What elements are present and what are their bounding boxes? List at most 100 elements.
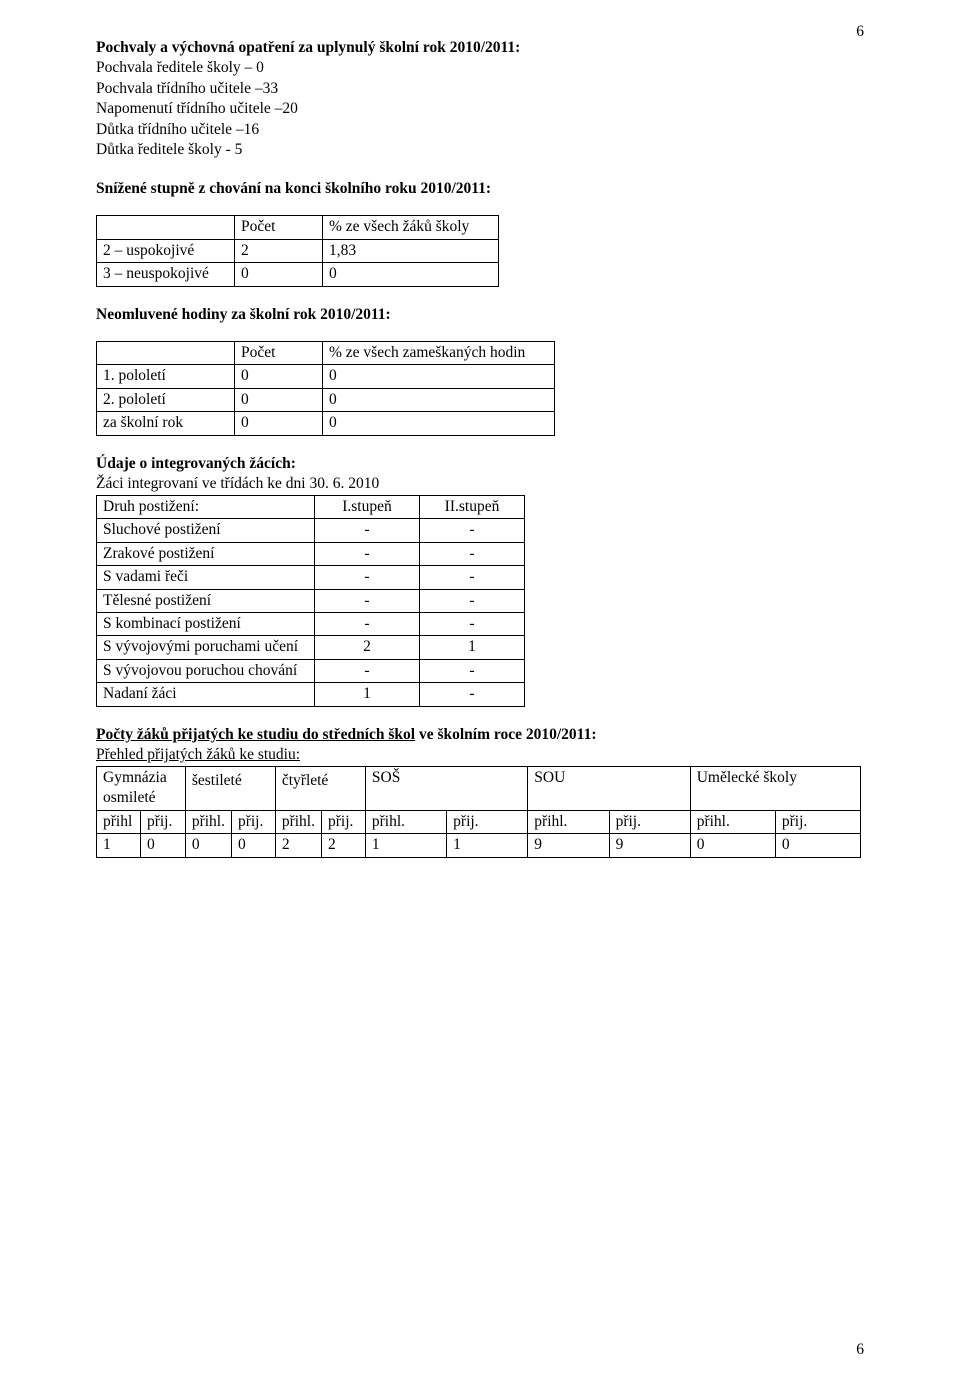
table-row: S kombinací postižení--	[97, 612, 525, 635]
cell: přihl.	[185, 810, 231, 833]
cell: 0	[235, 388, 323, 411]
table-row: Tělesné postižení--	[97, 589, 525, 612]
cell: 1	[315, 683, 420, 706]
integration-subline: Žáci integrovaní ve třídách ke dni 30. 6…	[96, 474, 864, 494]
praise-line: Pochvala třídního učitele –33	[96, 79, 864, 99]
cell: 1,83	[323, 239, 499, 262]
table-row: Zrakové postižení--	[97, 542, 525, 565]
cell: -	[420, 589, 525, 612]
cell: -	[315, 566, 420, 589]
cell: SOU	[528, 766, 690, 810]
cell: % ze všech zameškaných hodin	[323, 341, 555, 364]
cell: -	[315, 519, 420, 542]
osm-label: osmileté	[103, 788, 179, 808]
cell: Umělecké školy	[690, 766, 860, 810]
table-row: Počet % ze všech zameškaných hodin	[97, 341, 555, 364]
cell: -	[315, 659, 420, 682]
praise-line: Důtka třídního učitele –16	[96, 120, 864, 140]
table-row: S vývojovou poruchou chování--	[97, 659, 525, 682]
cell: 0	[235, 365, 323, 388]
table-row: za školní rok 0 0	[97, 412, 555, 435]
table-row: přihl přij. přihl. přij. přihl. přij. př…	[97, 810, 861, 833]
table-row: S vývojovými poruchami učení21	[97, 636, 525, 659]
cell: 0	[323, 412, 555, 435]
cell: 0	[235, 263, 323, 286]
table-row: Nadaní žáci1-	[97, 683, 525, 706]
cell: 0	[323, 365, 555, 388]
cell: SOŠ	[365, 766, 527, 810]
cell: 2	[315, 636, 420, 659]
cell: přij.	[231, 810, 275, 833]
cell: přij.	[322, 810, 366, 833]
integration-table: Druh postižení: I.stupeň II.stupeň Sluch…	[96, 495, 525, 707]
admissions-table: Gymnázia osmileté SOŠ SOU Umělecké školy…	[96, 766, 861, 858]
unexcused-hours-table: Počet % ze všech zameškaných hodin 1. po…	[96, 341, 555, 436]
cell: S vývojovými poruchami učení	[97, 636, 315, 659]
cell: 1	[447, 834, 528, 857]
cell: Sluchové postižení	[97, 519, 315, 542]
cell: II.stupeň	[420, 495, 525, 518]
cell: 1	[97, 834, 141, 857]
cell: přij.	[140, 810, 185, 833]
praise-line: Napomenutí třídního učitele –20	[96, 99, 864, 119]
cell: Tělesné postižení	[97, 589, 315, 612]
section5-part2: ve školním roce 2010/2011:	[415, 726, 596, 743]
cell: S vadami řeči	[97, 566, 315, 589]
cell: 1	[420, 636, 525, 659]
cell: -	[420, 683, 525, 706]
section3-heading: Neomluvené hodiny za školní rok 2010/201…	[96, 305, 864, 325]
cell: 0	[690, 834, 775, 857]
section5-heading: Počty žáků přijatých ke studiu do středn…	[96, 725, 864, 745]
cell: 2	[322, 834, 366, 857]
cell: Počet	[235, 216, 323, 239]
cell: čtyřleté	[275, 770, 365, 810]
section5-part1: Počty žáků přijatých ke studiu do středn…	[96, 726, 415, 743]
cell: šestileté	[185, 770, 275, 810]
cell: % ze všech žáků školy	[323, 216, 499, 239]
section1-heading: Pochvaly a výchovná opatření za uplynulý…	[96, 38, 864, 58]
overview-label: Přehled přijatých žáků ke studiu:	[96, 745, 864, 765]
page-number-bottom: 6	[856, 1340, 864, 1360]
cell: přij.	[447, 810, 528, 833]
cell: -	[420, 519, 525, 542]
cell: přij.	[609, 810, 690, 833]
cell: I.stupeň	[315, 495, 420, 518]
cell	[97, 341, 235, 364]
cell: přihl.	[275, 810, 321, 833]
section4-heading: Údaje o integrovaných žácích:	[96, 454, 864, 474]
cell: přihl.	[690, 810, 775, 833]
cell: 9	[528, 834, 609, 857]
cell: Gymnázia osmileté	[97, 766, 186, 810]
cell: za školní rok	[97, 412, 235, 435]
cell: -	[420, 542, 525, 565]
cell: S kombinací postižení	[97, 612, 315, 635]
praise-line: Pochvala ředitele školy – 0	[96, 58, 864, 78]
cell: Zrakové postižení	[97, 542, 315, 565]
cell: -	[420, 612, 525, 635]
cell: 3 – neuspokojivé	[97, 263, 235, 286]
cell: -	[315, 612, 420, 635]
table-row: 1. pololetí 0 0	[97, 365, 555, 388]
cell: Druh postižení:	[97, 495, 315, 518]
cell: 0	[323, 263, 499, 286]
cell: přihl	[97, 810, 141, 833]
section2-heading: Snížené stupně z chování na konci školní…	[96, 179, 864, 199]
cell	[97, 216, 235, 239]
cell: -	[420, 659, 525, 682]
gym-label: Gymnázia	[103, 768, 179, 788]
behaviour-grades-table: Počet % ze všech žáků školy 2 – uspokoji…	[96, 215, 499, 286]
praise-line: Důtka ředitele školy - 5	[96, 140, 864, 160]
table-row: Druh postižení: I.stupeň II.stupeň	[97, 495, 525, 518]
cell: 2	[275, 834, 321, 857]
cell: 0	[235, 412, 323, 435]
cell: 2. pololetí	[97, 388, 235, 411]
table-row: 3 – neuspokojivé 0 0	[97, 263, 499, 286]
table-row: 1 0 0 0 2 2 1 1 9 9 0 0	[97, 834, 861, 857]
cell: 0	[323, 388, 555, 411]
cell: 0	[231, 834, 275, 857]
table-row: Sluchové postižení--	[97, 519, 525, 542]
cell: Počet	[235, 341, 323, 364]
cell: -	[315, 542, 420, 565]
cell: 0	[775, 834, 860, 857]
cell: S vývojovou poruchou chování	[97, 659, 315, 682]
